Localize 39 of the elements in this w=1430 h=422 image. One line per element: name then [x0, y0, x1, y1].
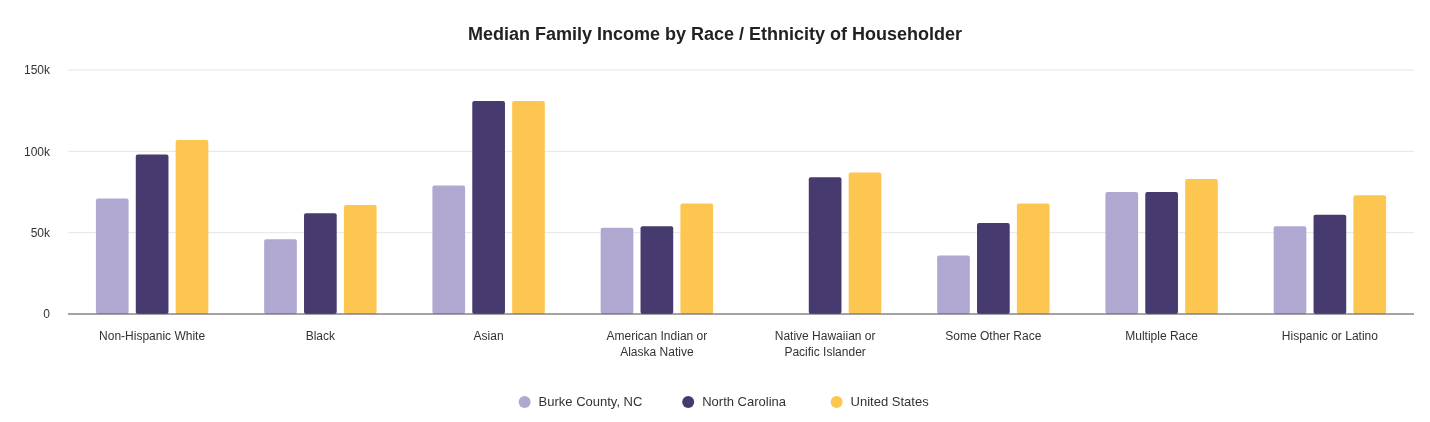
chart-title: Median Family Income by Race / Ethnicity of Householder	[467, 24, 963, 44]
legend-label: North Carolina	[702, 394, 787, 409]
y-tick-label: 150k	[23, 63, 51, 78]
bar	[1145, 192, 1178, 314]
bar	[472, 100, 505, 314]
x-tick-label: Some Other Race	[945, 329, 1042, 343]
bar	[1185, 178, 1218, 314]
bar	[304, 213, 337, 314]
bar	[1353, 195, 1387, 314]
bar	[937, 255, 970, 314]
x-tick-label: Multiple Race	[1125, 329, 1199, 343]
bar	[977, 222, 1010, 314]
bar	[432, 185, 466, 314]
bar	[848, 172, 882, 314]
y-tick-label: 50k	[30, 225, 51, 240]
bar	[135, 154, 169, 314]
bar	[1016, 203, 1050, 314]
x-tick-label: Hispanic or Latino	[1281, 329, 1379, 343]
x-tick-label: Native Hawaiian or Pacific Islander	[774, 329, 876, 359]
x-tick-label: Asian	[473, 329, 504, 343]
bar	[600, 227, 634, 314]
bar	[1105, 192, 1139, 314]
y-tick-label: 100k	[23, 144, 51, 159]
bar	[1313, 214, 1347, 314]
x-tick-label: American Indian or Alaska Native	[606, 329, 708, 359]
legend-label: Burke County, NC	[538, 394, 643, 409]
bar	[1273, 226, 1307, 314]
legend-label: United States	[850, 394, 930, 409]
bar	[95, 198, 129, 314]
bar	[808, 177, 842, 314]
x-tick-label: Black	[305, 329, 337, 343]
bar	[175, 139, 209, 314]
y-tick-label: 0	[43, 307, 51, 322]
bar	[680, 203, 714, 314]
bar	[640, 226, 674, 314]
x-tick-label: Non-Hispanic White	[99, 329, 206, 343]
bar	[512, 100, 545, 314]
bar	[264, 239, 297, 314]
bar	[343, 205, 377, 314]
